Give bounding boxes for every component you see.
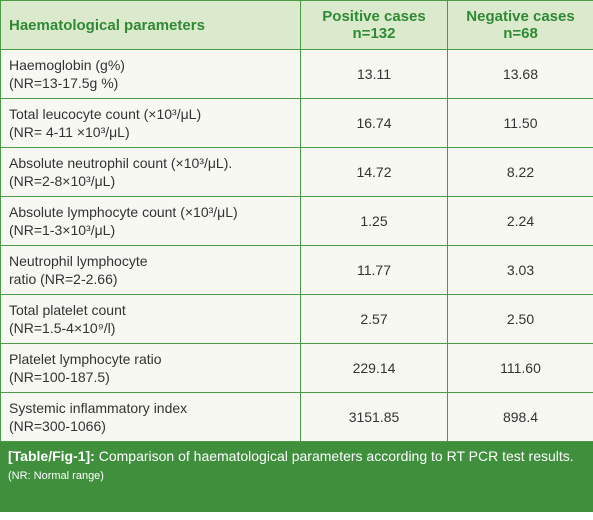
caption-text: Comparison of haematological parameters … <box>98 448 574 464</box>
data-table: Haematological parameters Positive cases… <box>0 0 593 442</box>
caption-label: [Table/Fig-1]: <box>8 448 95 464</box>
table-row: Total leucocyte count (×10³/μL) (NR= 4-11… <box>0 98 593 148</box>
caption: [Table/Fig-1]: Comparison of haematologi… <box>0 442 593 512</box>
header-n: n=68 <box>503 25 538 42</box>
parameter-name: Neutrophil lymphocyte <box>9 253 148 269</box>
parameter-cell: Platelet lymphocyte ratio (NR=100-187.5) <box>0 343 301 393</box>
header-title: Negative cases <box>466 8 575 25</box>
negative-value: 2.50 <box>447 294 593 344</box>
negative-value: 11.50 <box>447 98 593 148</box>
normal-range: (NR=13-17.5g %) <box>9 75 119 91</box>
header-n: n=132 <box>352 25 396 42</box>
normal-range: (NR=1-3×10³/μL) <box>9 222 116 238</box>
normal-range: (NR=100-187.5) <box>9 369 110 385</box>
table-row: Absolute neutrophil count (×10³/μL). (NR=… <box>0 147 593 197</box>
header-cell: Haematological parameters <box>0 0 301 50</box>
parameter-name: Absolute neutrophil count (×10³/μL). <box>9 155 233 171</box>
parameter-name: Total platelet count <box>9 302 126 318</box>
parameter-cell: Total leucocyte count (×10³/μL) (NR= 4-11… <box>0 98 301 148</box>
positive-value: 3151.85 <box>300 392 448 442</box>
positive-value: 14.72 <box>300 147 448 197</box>
header-row: Haematological parameters Positive cases… <box>0 0 593 50</box>
positive-value: 11.77 <box>300 245 448 295</box>
table-row: Total platelet count (NR=1.5-4×10⁹/l) 2.57… <box>0 294 593 344</box>
table-row: Platelet lymphocyte ratio (NR=100-187.5) 2… <box>0 343 593 393</box>
parameter-cell: Haemoglobin (g%) (NR=13-17.5g %) <box>0 49 301 99</box>
parameter-name: Systemic inflammatory index <box>9 400 188 416</box>
table-row: Neutrophil lymphocyte ratio (NR=2-2.66) 11… <box>0 245 593 295</box>
normal-range: (NR=2-8×10³/μL) <box>9 173 116 189</box>
table-row: Systemic inflammatory index (NR=300-1066)… <box>0 392 593 442</box>
normal-range: (NR=1.5-4×10⁹/l) <box>9 320 116 336</box>
caption-note: (NR: Normal range) <box>8 470 104 482</box>
negative-value: 3.03 <box>447 245 593 295</box>
table-row: Haemoglobin (g%) (NR=13-17.5g %) 13.11 13.6… <box>0 49 593 99</box>
positive-value: 2.57 <box>300 294 448 344</box>
table-row: Absolute lymphocyte count (×10³/μL) (NR=1… <box>0 196 593 246</box>
negative-value: 8.22 <box>447 147 593 197</box>
negative-value: 111.60 <box>447 343 593 393</box>
parameter-name: Haemoglobin (g%) <box>9 57 125 73</box>
normal-range: (NR= 4-11 ×10³/μL) <box>9 124 130 140</box>
positive-value: 229.14 <box>300 343 448 393</box>
table-body: Haemoglobin (g%) (NR=13-17.5g %) 13.11 13.6… <box>0 49 593 442</box>
parameter-cell: Neutrophil lymphocyte ratio (NR=2-2.66) <box>0 245 301 295</box>
negative-value: 13.68 <box>447 49 593 99</box>
parameter-name: Total leucocyte count (×10³/μL) <box>9 106 202 122</box>
parameter-cell: Absolute neutrophil count (×10³/μL). (NR=… <box>0 147 301 197</box>
parameter-name: Platelet lymphocyte ratio <box>9 351 162 367</box>
parameter-cell: Total platelet count (NR=1.5-4×10⁹/l) <box>0 294 301 344</box>
header-title: Positive cases <box>322 8 426 25</box>
negative-value: 2.24 <box>447 196 593 246</box>
positive-value: 1.25 <box>300 196 448 246</box>
normal-range: (NR=300-1066) <box>9 418 106 434</box>
normal-range: ratio (NR=2-2.66) <box>9 271 118 287</box>
positive-value: 16.74 <box>300 98 448 148</box>
parameter-cell: Systemic inflammatory index (NR=300-1066) <box>0 392 301 442</box>
negative-value: 898.4 <box>447 392 593 442</box>
positive-value: 13.11 <box>300 49 448 99</box>
header-cell: Negative cases n=68 <box>447 0 593 50</box>
parameter-name: Absolute lymphocyte count (×10³/μL) <box>9 204 238 220</box>
header-cell: Positive cases n=132 <box>300 0 448 50</box>
parameter-cell: Absolute lymphocyte count (×10³/μL) (NR=1… <box>0 196 301 246</box>
